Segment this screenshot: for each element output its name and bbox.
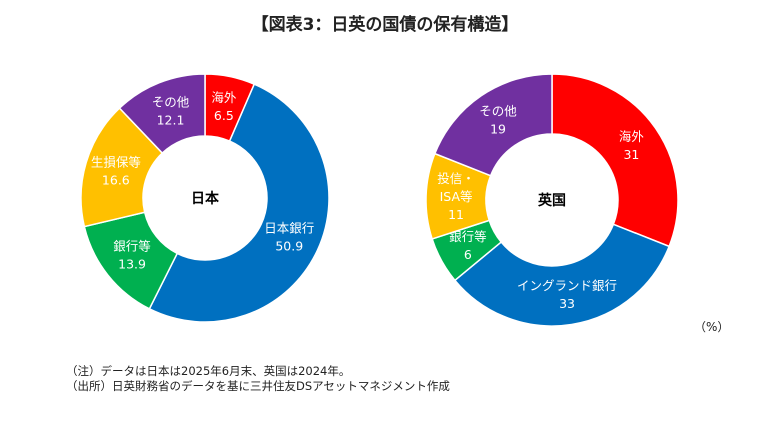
chart-title: 【図表3：日英の国債の保有構造】 [251,15,519,35]
slice-value: 6.5 [214,108,234,123]
slice-value: 33 [559,296,575,311]
donut-slice [118,73,206,155]
slice-label: イングランド銀行 33 [517,278,617,311]
slice-name: 海外 [211,90,237,105]
slice-name: イングランド銀行 [517,278,617,293]
slice-value: 31 [623,147,639,162]
slice-name: ISA等 [440,189,473,204]
footnotes: （注）データは日本は2025年6月末、英国は2024年。 （出所）日英財務省のデ… [66,364,450,394]
unit-label: （%） [694,320,730,334]
slice-name: その他 [479,104,517,119]
slice-label: 投信・ ISA等 11 [437,171,475,222]
slice-name: 日本銀行 [264,220,314,235]
slice-label: 銀行等 6 [449,229,487,262]
source-text: （出所）日英財務省のデータを基に三井住友DSアセットマネジメント作成 [66,379,450,393]
note-text: （注）データは日本は2025年6月末、英国は2024年。 [66,364,351,378]
slice-value: 19 [490,122,506,137]
slice-name: 投信・ [437,171,475,186]
slice-name: 海外 [619,129,645,144]
slice-value: 6 [464,247,472,262]
slice-name: その他 [152,95,190,110]
slice-label: 日本銀行 50.9 [264,220,314,253]
slice-value: 16.6 [102,172,130,187]
slice-label: 銀行等 13.9 [113,239,151,272]
slice-label: 生損保等 16.6 [91,154,141,187]
slice-name: 銀行等 [449,229,487,244]
donut-slice [148,83,330,323]
donut-slice [551,73,679,248]
slice-value: 50.9 [275,238,303,253]
slice-name: 生損保等 [91,154,141,169]
donut-slice [453,223,671,327]
slice-value: 13.9 [118,257,146,272]
slice-label: その他 19 [479,104,517,137]
donut-center-label: 日本 [191,190,220,207]
slice-value: 11 [448,207,464,222]
slice-label: その他 12.1 [152,95,190,128]
donut-center-label: 英国 [537,192,566,209]
slice-label: 海外 6.5 [211,90,237,123]
slice-name: 銀行等 [113,239,151,254]
donut-slice [433,73,553,177]
slice-value: 12.1 [157,113,185,128]
slice-label: 海外 31 [619,129,645,162]
